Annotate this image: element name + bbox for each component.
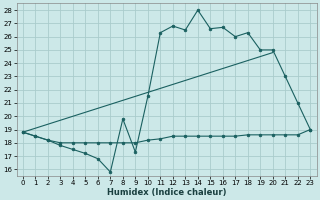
X-axis label: Humidex (Indice chaleur): Humidex (Indice chaleur) [107,188,226,197]
